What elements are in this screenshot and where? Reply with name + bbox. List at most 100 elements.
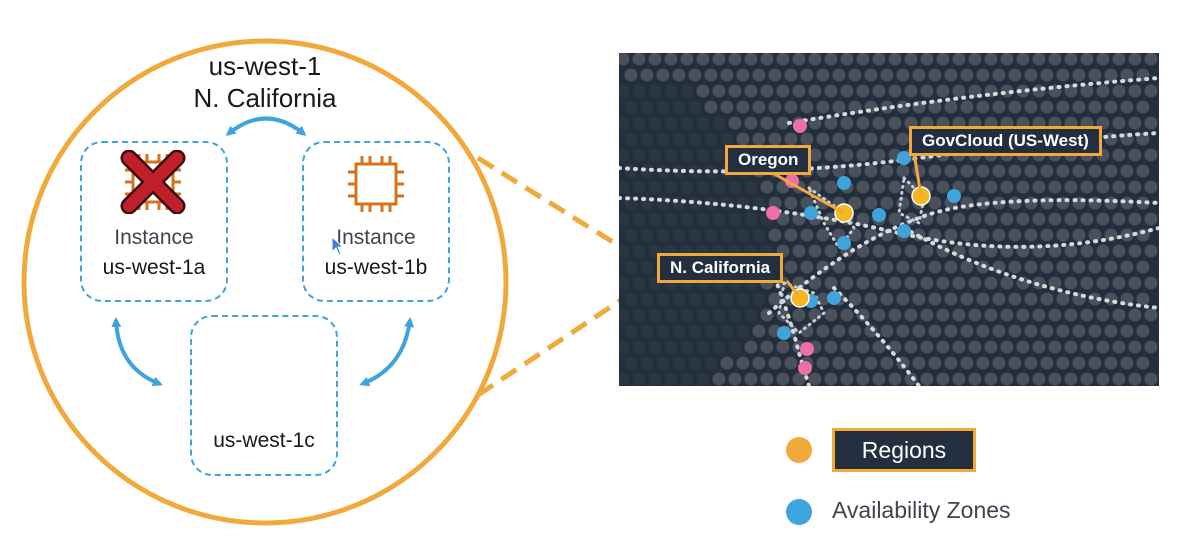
- map-dot: [1048, 212, 1062, 226]
- map-dot: [648, 148, 662, 162]
- map-dot: [784, 228, 798, 242]
- map-dot: [688, 228, 702, 242]
- map-dot: [808, 53, 822, 66]
- map-dot: [880, 164, 894, 178]
- map-dot: [992, 164, 1006, 178]
- map-dot: [1112, 180, 1126, 194]
- map-dot: [720, 132, 734, 146]
- map-dot: [784, 260, 798, 274]
- map-dot: [664, 116, 678, 130]
- map-dot: [752, 132, 766, 146]
- map-dot: [648, 372, 662, 386]
- legend-regions-dot: [786, 437, 812, 463]
- map-dot: [672, 164, 686, 178]
- map-dot: [696, 340, 710, 354]
- map-dot: [619, 308, 630, 322]
- map-dot: [664, 308, 678, 322]
- map-dot: [768, 68, 782, 82]
- map-dot: [752, 100, 766, 114]
- map-dot: [816, 68, 830, 82]
- map-dot: [944, 228, 958, 242]
- map-route: [767, 261, 811, 386]
- map-dot: [872, 148, 886, 162]
- map-dot: [1024, 324, 1038, 338]
- map-dot: [640, 100, 654, 114]
- map-dot: [1120, 100, 1134, 114]
- map-dot: [736, 292, 750, 306]
- map-dot: [704, 356, 718, 370]
- map-dot: [888, 340, 902, 354]
- map-dot: [672, 324, 686, 338]
- map-dot: [632, 212, 646, 226]
- map-dot: [760, 116, 774, 130]
- map-dot: [1000, 340, 1014, 354]
- map-dot: [632, 308, 646, 322]
- map-dot: [680, 148, 694, 162]
- map-dot: [960, 100, 974, 114]
- map-dot: [1000, 212, 1014, 226]
- map-label-n-california: N. California: [657, 253, 784, 283]
- map-dot: [1144, 276, 1158, 290]
- map-dot: [1064, 372, 1078, 386]
- map-dot: [624, 356, 638, 370]
- map-dot: [904, 308, 918, 322]
- map-dot: [1008, 100, 1022, 114]
- map-dot: [720, 228, 734, 242]
- map-dot: [619, 340, 630, 354]
- map-dot: [736, 228, 750, 242]
- map-dot: [664, 212, 678, 226]
- map-dot: [640, 324, 654, 338]
- map-dot: [744, 340, 758, 354]
- map-dot: [688, 196, 702, 210]
- map-dot: [1128, 53, 1142, 66]
- map-dot: [1144, 180, 1158, 194]
- map-dot: [848, 164, 862, 178]
- map-dot: [872, 116, 886, 130]
- map-dot: [656, 164, 670, 178]
- map-dot: [928, 260, 942, 274]
- map-dot: [856, 84, 870, 98]
- map-dot: [736, 100, 750, 114]
- map-dot: [800, 260, 814, 274]
- map-dot: [1088, 324, 1102, 338]
- map-dot: [848, 228, 862, 242]
- map-dot: [1088, 68, 1102, 82]
- map-dot: [984, 212, 998, 226]
- map-dot: [696, 180, 710, 194]
- map-dot: [840, 372, 854, 386]
- map-dot: [1128, 276, 1142, 290]
- map-dot: [848, 292, 862, 306]
- map-dot: [1136, 260, 1150, 274]
- map-dot: [1096, 308, 1110, 322]
- map-dot: [1128, 372, 1142, 386]
- map-dot: [1080, 308, 1094, 322]
- map-dot: [1128, 212, 1142, 226]
- map-dot: [720, 324, 734, 338]
- map-dot: [1128, 244, 1142, 258]
- map-dot: [1040, 228, 1054, 242]
- map-dot: [848, 196, 862, 210]
- map-dot: [992, 260, 1006, 274]
- map-dot: [696, 372, 710, 386]
- map-dot: [672, 292, 686, 306]
- map-dot: [1040, 100, 1054, 114]
- map-dot: [1040, 68, 1054, 82]
- map-dot: [672, 356, 686, 370]
- map-dot: [1112, 53, 1126, 66]
- zoom-line-bottom: [476, 281, 647, 398]
- map-dot: [904, 53, 918, 66]
- map-dot: [1024, 228, 1038, 242]
- map-dot: [704, 228, 718, 242]
- map-dot: [856, 212, 870, 226]
- map-dot: [1088, 228, 1102, 242]
- map-dot: [888, 180, 902, 194]
- map-dot: [904, 84, 918, 98]
- map-dot: [1128, 180, 1142, 194]
- map-dot: [1096, 84, 1110, 98]
- map-dot: [672, 132, 686, 146]
- map-dot: [816, 228, 830, 242]
- map-dot: [1080, 276, 1094, 290]
- map-dot: [680, 53, 694, 66]
- map-dot: [824, 180, 838, 194]
- map-dot: [1000, 372, 1014, 386]
